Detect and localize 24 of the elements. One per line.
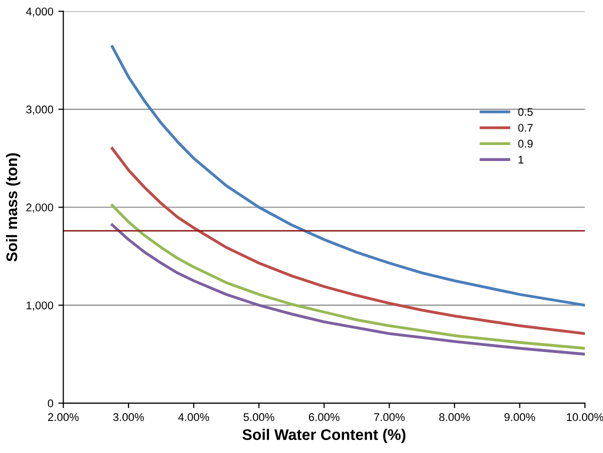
x-tick-label: 4.00% <box>178 413 210 422</box>
x-tick-label: 10.00% <box>566 413 603 422</box>
line-series <box>110 45 585 307</box>
legend-label: 1 <box>518 156 524 164</box>
x-axis-title: Soil Water Content (%) <box>242 428 406 444</box>
y-tick-label: 2,000 <box>26 204 54 213</box>
line-series <box>110 223 585 356</box>
y-tick-label: 0 <box>48 399 54 408</box>
line-series <box>110 147 585 336</box>
y-tick-label: 3,000 <box>26 106 54 115</box>
x-tick-label: 8.00% <box>439 413 470 422</box>
y-axis-title: Soil mass (ton) <box>6 153 20 262</box>
line-series <box>110 204 585 350</box>
x-tick-label: 7.00% <box>374 413 405 422</box>
x-tick-label: 2.00% <box>48 413 79 422</box>
x-tick-label: 9.00% <box>504 413 536 422</box>
legend-label: 0.9 <box>518 140 533 148</box>
legend-label: 0.7 <box>518 124 533 132</box>
x-tick-label: 5.00% <box>244 413 274 422</box>
y-tick-label: 4,000 <box>26 8 54 17</box>
legend-label: 0.5 <box>518 108 533 116</box>
x-tick-label: 6.00% <box>308 413 340 422</box>
x-tick-label: 3.00% <box>113 413 144 422</box>
y-tick-label: 1,000 <box>26 301 54 311</box>
